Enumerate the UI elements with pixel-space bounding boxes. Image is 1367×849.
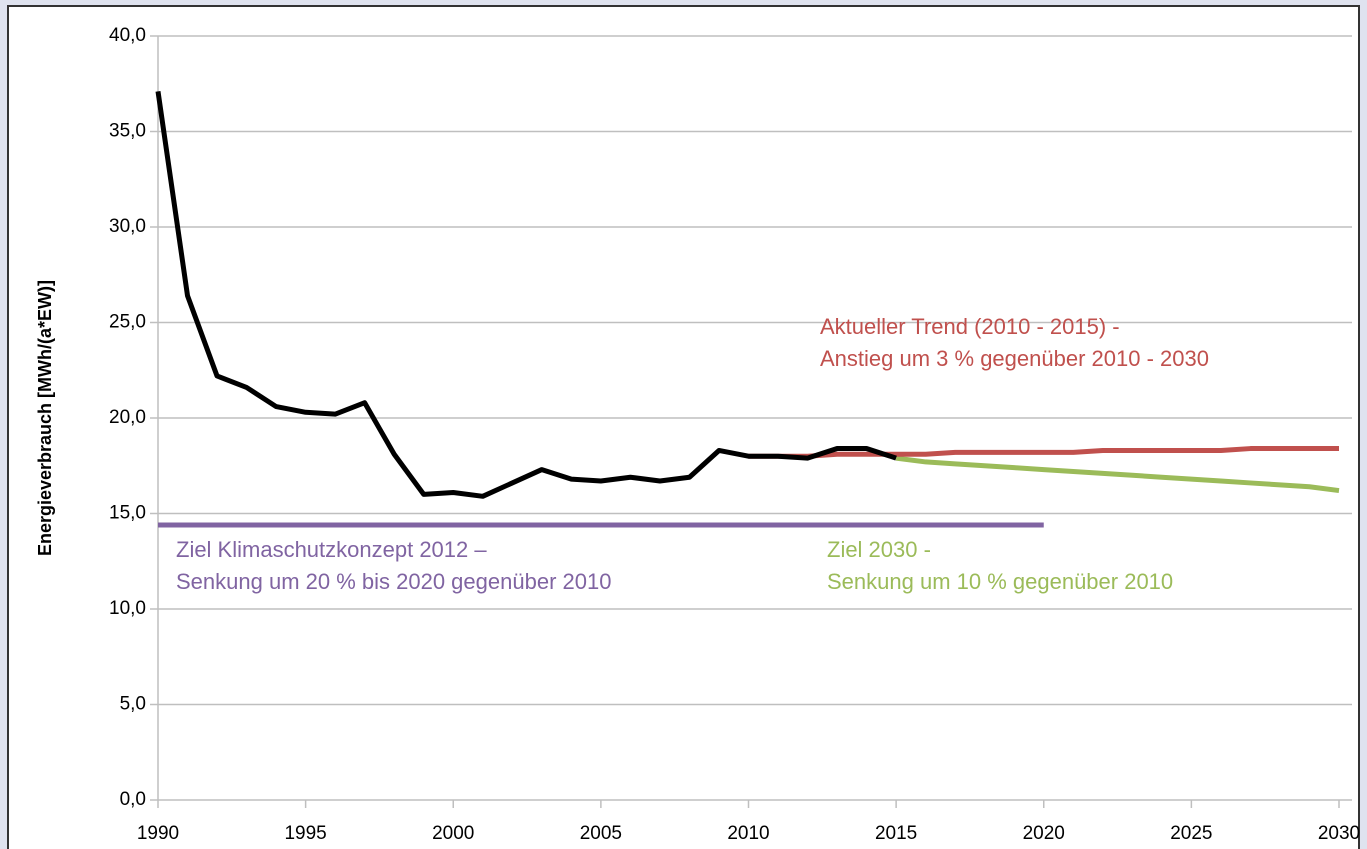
chart-frame [7,5,1360,849]
x-tick-label: 2030 [1318,823,1360,844]
y-tick-label: 40,0 [109,25,146,46]
annotation: Senkung um 20 % bis 2020 gegenüber 2010 [176,569,611,594]
x-tick-label: 1995 [284,823,326,844]
annotation: Ziel Klimaschutzkonzept 2012 – [176,537,487,562]
y-tick-label: 10,0 [109,598,146,619]
annotation: Anstieg um 3 % gegenüber 2010 - 2030 [820,346,1209,371]
y-tick-label: 15,0 [109,503,146,524]
series-line [895,455,1340,494]
annotation: Aktueller Trend (2010 - 2015) - [820,314,1120,339]
x-tick-label: 2020 [1023,823,1065,844]
y-tick-label: 25,0 [109,312,146,333]
series-line [748,446,1339,459]
y-axis-label: Energieverbrauch [MWh/(a*EW)] [35,280,55,556]
x-tick-label: 2000 [432,823,474,844]
y-tick-label: 20,0 [109,407,146,428]
y-tick-label: 30,0 [109,216,146,237]
annotation: Senkung um 10 % gegenüber 2010 [827,569,1173,594]
series-line [155,91,897,499]
x-tick-label: 1990 [137,823,179,844]
y-tick-label: 5,0 [120,694,146,715]
annotation: Ziel 2030 - [827,537,931,562]
y-tick-label: 0,0 [120,789,146,810]
y-tick-label: 35,0 [109,121,146,142]
x-tick-label: 2025 [1170,823,1212,844]
x-tick-label: 2010 [727,823,769,844]
x-tick-label: 2005 [580,823,622,844]
x-tick-label: 2015 [875,823,917,844]
